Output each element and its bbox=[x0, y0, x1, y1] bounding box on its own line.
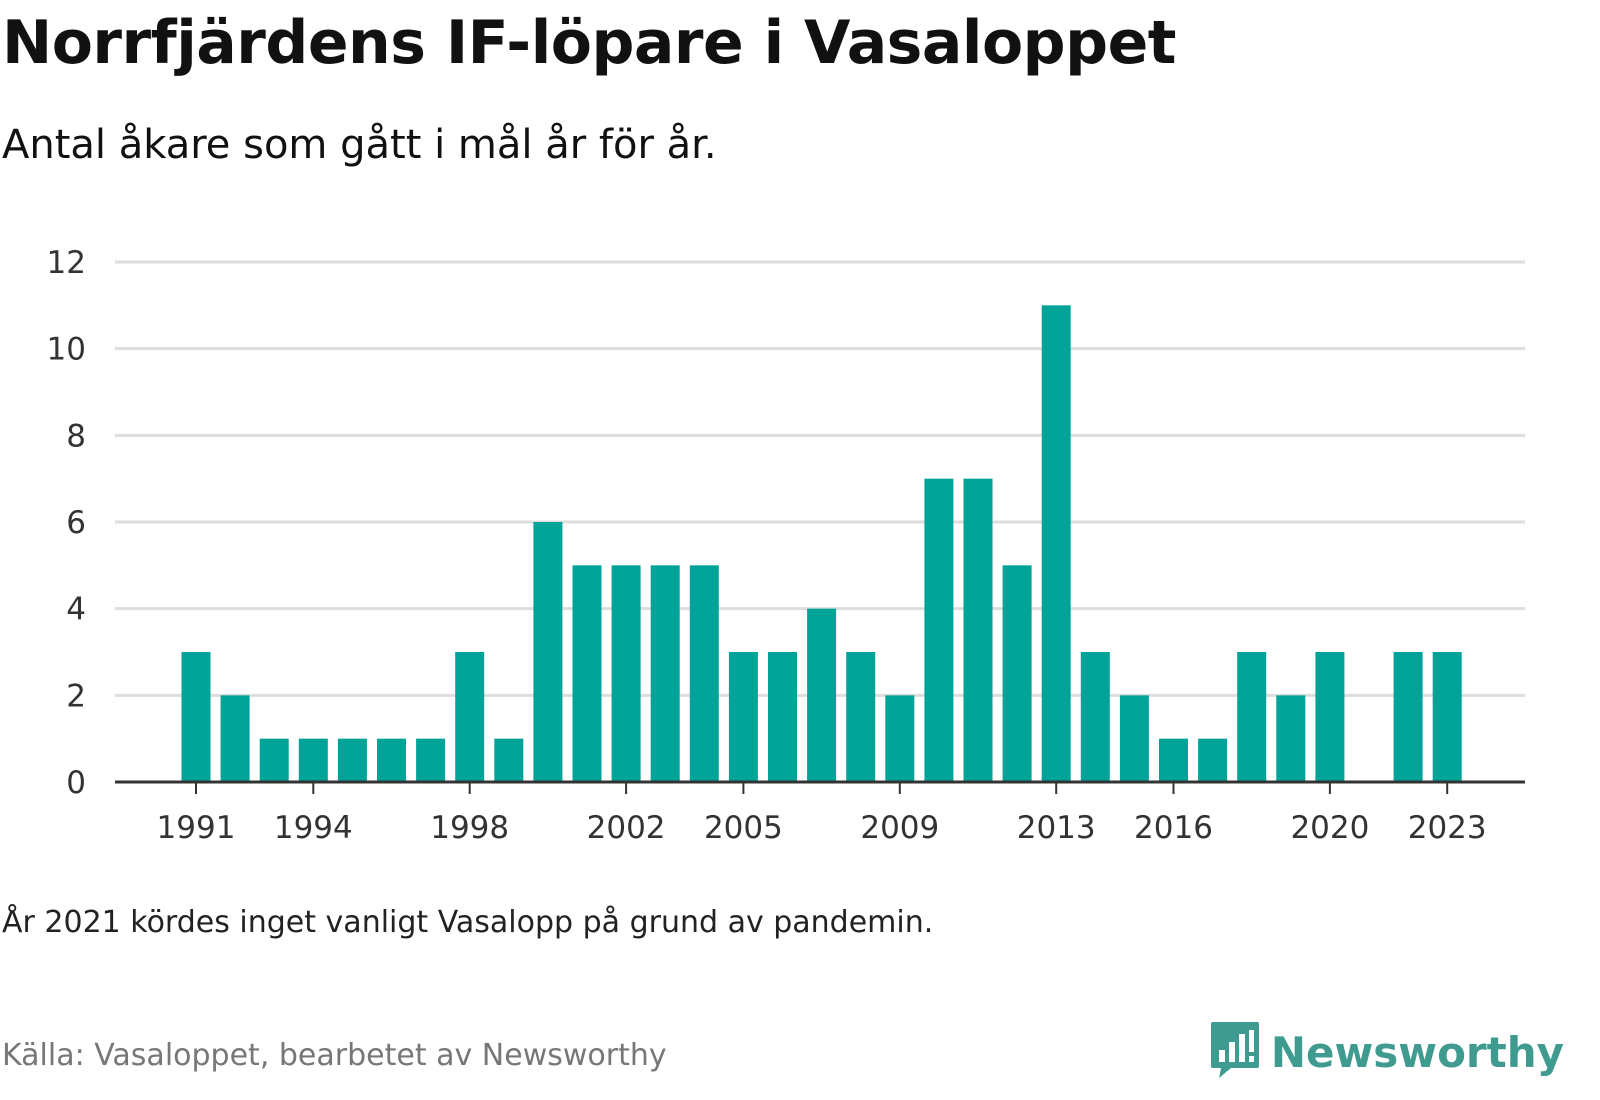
y-axis-ticks: 0 2 4 6 8 10 12 bbox=[47, 245, 86, 801]
y-tick-label: 12 bbox=[47, 245, 86, 281]
bar-2017 bbox=[1198, 738, 1228, 782]
bar-2011 bbox=[963, 478, 993, 782]
bar-2013 bbox=[1041, 305, 1071, 782]
bar-1991 bbox=[181, 652, 211, 782]
y-tick-label: 10 bbox=[47, 332, 86, 368]
x-tick-label: 2002 bbox=[587, 810, 666, 846]
bar-2022 bbox=[1393, 652, 1423, 782]
y-tick-label: 0 bbox=[66, 765, 86, 801]
x-tick-label: 1991 bbox=[157, 810, 236, 846]
bar-2003 bbox=[650, 565, 680, 782]
bar-1994 bbox=[298, 738, 328, 782]
y-tick-label: 2 bbox=[66, 678, 86, 714]
newsworthy-logo-icon bbox=[1209, 1020, 1261, 1084]
bar-1998 bbox=[455, 652, 485, 782]
bar-2015 bbox=[1119, 695, 1149, 782]
bar-1999 bbox=[494, 738, 524, 782]
x-tick-label: 2016 bbox=[1134, 810, 1213, 846]
bar-2002 bbox=[611, 565, 641, 782]
x-tick-label: 2009 bbox=[860, 810, 939, 846]
brand-logo[interactable]: Newsworthy bbox=[1209, 1020, 1564, 1084]
bar-1995 bbox=[337, 738, 367, 782]
x-tick-label: 2013 bbox=[1017, 810, 1096, 846]
bar-2018 bbox=[1237, 652, 1267, 782]
chart-note: År 2021 kördes inget vanligt Vasalopp på… bbox=[2, 905, 934, 940]
x-tick-label: 2020 bbox=[1290, 810, 1369, 846]
bar-2012 bbox=[1002, 565, 1032, 782]
source-text: Källa: Vasaloppet, bearbetet av Newswort… bbox=[2, 1038, 667, 1073]
bar-1992 bbox=[220, 695, 250, 782]
x-tick-label: 1994 bbox=[274, 810, 353, 846]
bar-2023 bbox=[1432, 652, 1462, 782]
bar-2007 bbox=[807, 608, 837, 782]
bar-2004 bbox=[689, 565, 719, 782]
x-tick-label: 2023 bbox=[1408, 810, 1487, 846]
bars bbox=[181, 305, 1462, 782]
bar-2016 bbox=[1159, 738, 1188, 782]
y-tick-label: 4 bbox=[66, 592, 86, 628]
bar-2014 bbox=[1080, 652, 1110, 782]
bar-2019 bbox=[1276, 695, 1306, 782]
bar-chart: 0 2 4 6 8 10 12 1991 1994 1998 2002 2005 2009 2013 20… bbox=[47, 245, 1525, 846]
bar-2008 bbox=[846, 652, 876, 782]
x-tick-label: 1998 bbox=[430, 810, 509, 846]
bar-2001 bbox=[572, 565, 602, 782]
bar-1997 bbox=[416, 738, 446, 782]
bar-2009 bbox=[885, 695, 915, 782]
bar-2000 bbox=[533, 522, 563, 782]
bar-2010 bbox=[924, 478, 954, 782]
x-axis-ticks: 1991 1994 1998 2002 2005 2009 2013 2016 2020 2023 bbox=[157, 782, 1487, 846]
bar-2005 bbox=[728, 652, 758, 782]
bar-1996 bbox=[377, 738, 406, 782]
brand-name: Newsworthy bbox=[1270, 1027, 1564, 1077]
x-tick-label: 2005 bbox=[704, 810, 783, 846]
bar-2020 bbox=[1315, 652, 1345, 782]
bar-2006 bbox=[768, 652, 797, 782]
chart-title: Norrfjärdens IF-löpare i Vasaloppet bbox=[2, 8, 1176, 78]
chart-subtitle: Antal åkare som gått i mål år för år. bbox=[2, 122, 717, 168]
bar-1993 bbox=[259, 738, 289, 782]
y-tick-label: 8 bbox=[66, 418, 86, 454]
y-tick-label: 6 bbox=[66, 505, 86, 541]
